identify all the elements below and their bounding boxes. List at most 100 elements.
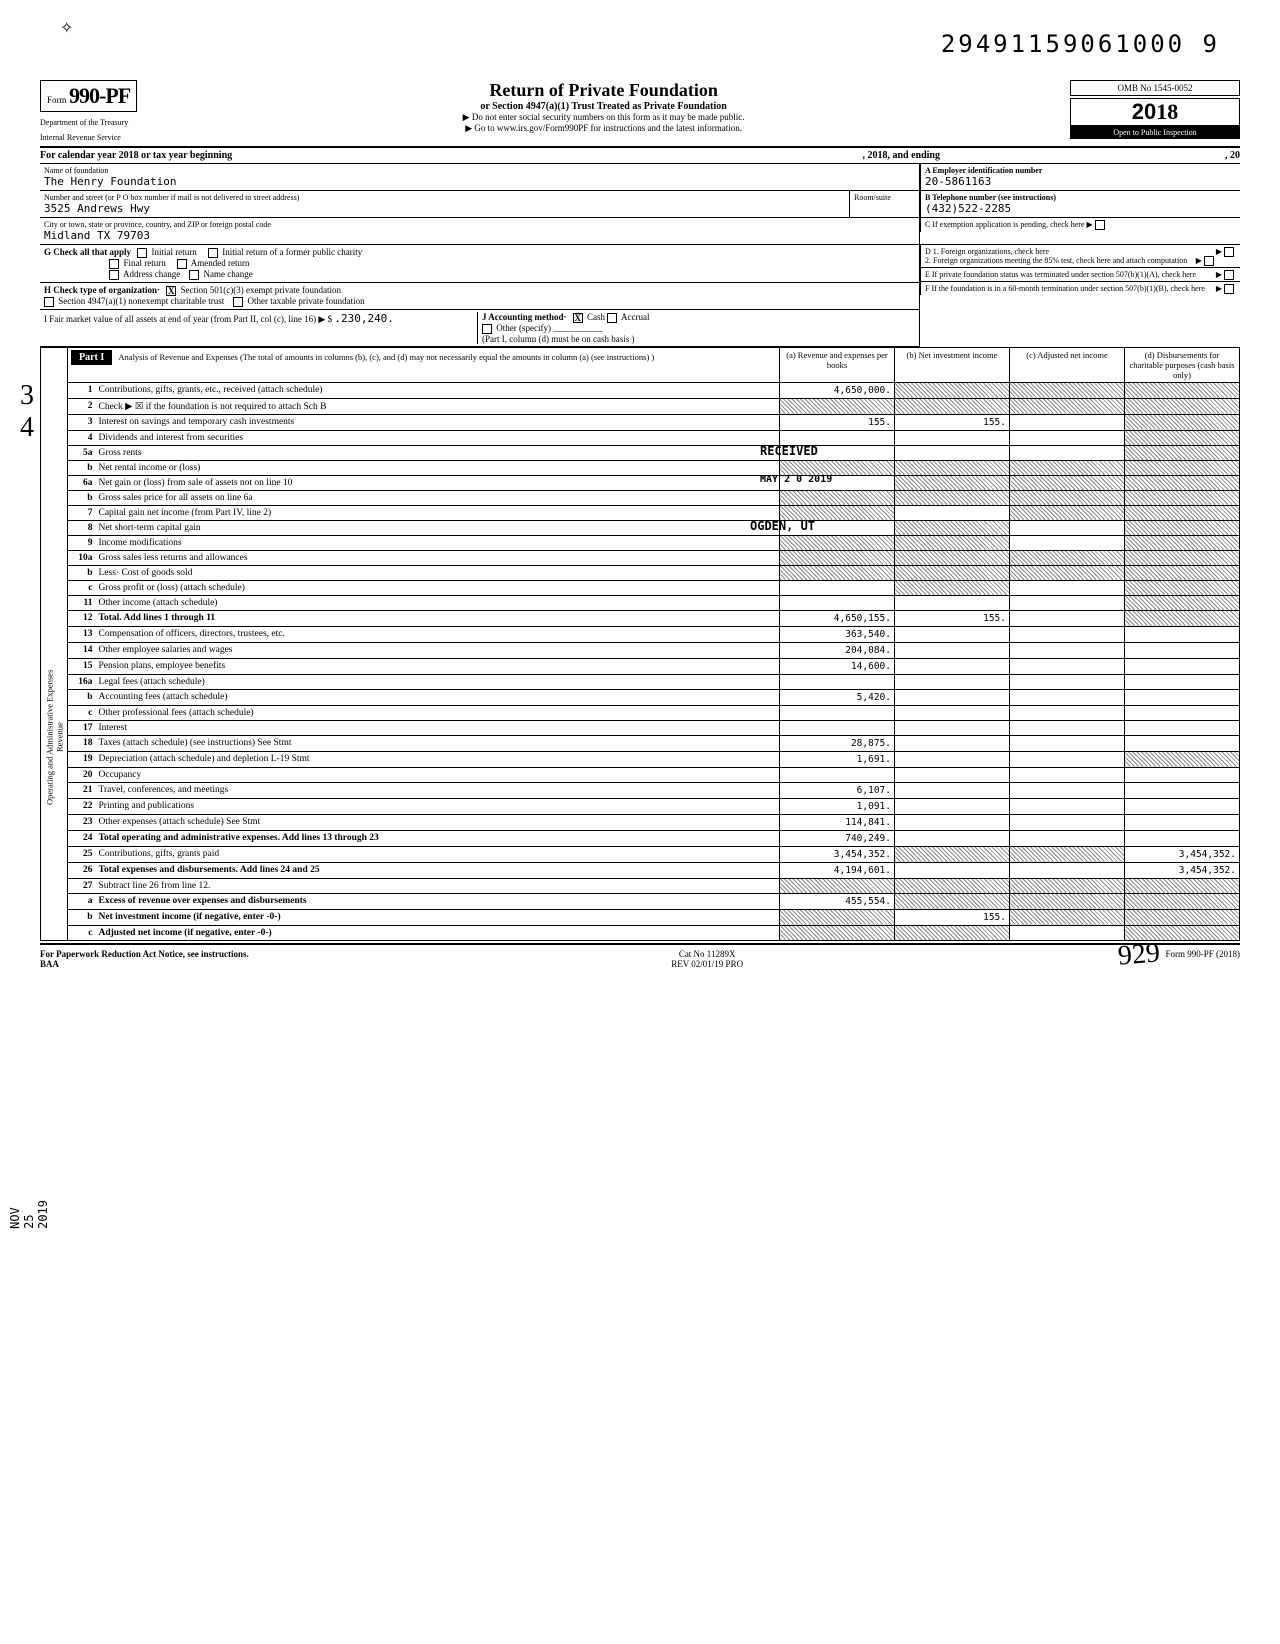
year-prefix: 20 <box>1132 99 1156 124</box>
j-other-checkbox[interactable] <box>482 324 492 334</box>
d2-checkbox[interactable] <box>1204 256 1214 266</box>
line-4: 4Dividends and interest from securities <box>41 430 1240 445</box>
line-27b: bNet investment income (if negative, ent… <box>41 909 1240 925</box>
revenue-label: Revenue <box>54 538 64 938</box>
g-opt-0: Initial return <box>152 247 197 257</box>
ein-value: 20-5861163 <box>925 175 1236 188</box>
margin-scribble: 34 <box>20 380 34 444</box>
form-number-box: Form 990-PF <box>40 80 137 112</box>
ein-label: A Employer identification number <box>925 166 1236 175</box>
foundation-name: The Henry Foundation <box>44 175 915 188</box>
col-d-header: (d) Disbursements for charitable purpose… <box>1125 347 1240 382</box>
line-10c: cGross profit or (loss) (attach schedule… <box>41 580 1240 595</box>
d2-label: 2. Foreign organizations meeting the 85%… <box>925 256 1187 265</box>
cat-number: Cat No 11289X <box>679 949 736 959</box>
line-6b: bGross sales price for all assets on lin… <box>41 490 1240 505</box>
page-footer: For Paperwork Reduction Act Notice, see … <box>40 943 1240 969</box>
j-opt-other: Other (specify) <box>496 323 551 333</box>
calendar-year-line: For calendar year 2018 or tax year begin… <box>40 148 1240 164</box>
g-initial-return-checkbox[interactable] <box>137 248 147 258</box>
document-number: 29491159061000 9 <box>941 30 1220 58</box>
dept-irs: Internal Revenue Service <box>40 133 137 142</box>
signature-mark: 929 <box>1117 937 1162 973</box>
g-opt-4: Address change <box>123 269 180 279</box>
g-final-return-checkbox[interactable] <box>109 259 119 269</box>
line-26: 26Total expenses and disbursements. Add … <box>41 862 1240 878</box>
j-accrual-checkbox[interactable] <box>607 313 617 323</box>
g-amended-checkbox[interactable] <box>177 259 187 269</box>
section-i-j: I Fair market value of all assets at end… <box>40 310 919 347</box>
j-note: (Part I, column (d) must be on cash basi… <box>482 334 634 344</box>
year-suffix: 18 <box>1156 99 1178 124</box>
j-opt-accrual: Accrual <box>621 312 649 322</box>
line-10b: bLess· Cost of goods sold <box>41 565 1240 580</box>
h-opt-1: Section 501(c)(3) exempt private foundat… <box>181 285 341 295</box>
paperwork-notice: For Paperwork Reduction Act Notice, see … <box>40 949 249 959</box>
f-label: F If the foundation is in a 60-month ter… <box>925 284 1205 293</box>
line-6a: 6aNet gain or (loss) from sale of assets… <box>41 475 1240 490</box>
i-label: I Fair market value of all assets at end… <box>44 314 332 324</box>
part1-table: Operating and Administrative Expenses Re… <box>40 347 1240 941</box>
line-10a: 10aGross sales less returns and allowanc… <box>41 550 1240 565</box>
foundation-address: 3525 Andrews Hwy <box>44 202 845 215</box>
g-opt-2: Final return <box>124 258 166 268</box>
exemption-pending-label: C If exemption application is pending, c… <box>925 220 1093 229</box>
g-opt-3: Amended return <box>191 258 250 268</box>
line-11: 11Other income (attach schedule) <box>41 595 1240 610</box>
part1-desc: Analysis of Revenue and Expenses (The to… <box>114 350 658 364</box>
line-8: 8Net short-term capital gainOGDEN, UT <box>41 520 1240 535</box>
line-5b: bNet rental income or (loss) <box>41 460 1240 475</box>
line-13: 13Compensation of officers, directors, t… <box>41 626 1240 642</box>
h-opt-2: Section 4947(a)(1) nonexempt charitable … <box>58 296 224 306</box>
form-header: Form 990-PF Department of the Treasury I… <box>40 80 1240 148</box>
g-former-charity-checkbox[interactable] <box>208 248 218 258</box>
line-24: 24Total operating and administrative exp… <box>41 830 1240 846</box>
h-other-checkbox[interactable] <box>233 297 243 307</box>
g-opt-1: Initial return of a former public charit… <box>222 247 362 257</box>
line-3: 3Interest on savings and temporary cash … <box>41 414 1240 430</box>
col-c-header: (c) Adjusted net income <box>1010 347 1125 382</box>
public-inspection: Open to Public Inspection <box>1070 126 1240 139</box>
line-27a: aExcess of revenue over expenses and dis… <box>41 893 1240 909</box>
h-501c3-checkbox[interactable] <box>166 286 176 296</box>
omb-number: OMB No 1545-0052 <box>1070 80 1240 96</box>
line-20: 20Occupancy <box>41 767 1240 782</box>
line-25: 25Contributions, gifts, grants paid3,454… <box>41 846 1240 862</box>
j-label: J Accounting method· <box>482 312 567 322</box>
col-a-header: (a) Revenue and expenses per books <box>780 347 895 382</box>
line-22: 22Printing and publications1,091. <box>41 798 1240 814</box>
col-b-header: (b) Net investment income <box>895 347 1010 382</box>
h-label: H Check type of organization· <box>44 285 160 295</box>
addr-label: Number and street (or P O box number if … <box>44 193 845 202</box>
j-cash-checkbox[interactable] <box>573 313 583 323</box>
exemption-pending-checkbox[interactable] <box>1095 220 1105 230</box>
line-16c: cOther professional fees (attach schedul… <box>41 705 1240 720</box>
h-opt-3: Other taxable private foundation <box>247 296 364 306</box>
h-4947-checkbox[interactable] <box>44 297 54 307</box>
line-12: 12Total. Add lines 1 through 114,650,155… <box>41 610 1240 626</box>
i-value: .230,240. <box>334 312 394 325</box>
phone-label: B Telephone number (see instructions) <box>925 193 1236 202</box>
line-14: 14Other employee salaries and wages204,0… <box>41 642 1240 658</box>
line-16a: 16aLegal fees (attach schedule) <box>41 674 1240 689</box>
e-checkbox[interactable] <box>1224 270 1234 280</box>
line-16b: bAccounting fees (attach schedule)5,420. <box>41 689 1240 705</box>
d1-checkbox[interactable] <box>1224 247 1234 257</box>
g-name-change-checkbox[interactable] <box>189 270 199 280</box>
line-1: 1Contributions, gifts, grants, etc., rec… <box>41 382 1240 398</box>
expenses-label: Operating and Administrative Expenses <box>44 538 54 938</box>
g-label: G Check all that apply <box>44 247 131 257</box>
d1-label: D 1. Foreign organizations, check here <box>925 247 1049 256</box>
form-subtitle: or Section 4947(a)(1) Trust Treated as P… <box>145 101 1062 112</box>
f-checkbox[interactable] <box>1224 284 1234 294</box>
tax-year: 2018 <box>1070 98 1240 126</box>
g-address-change-checkbox[interactable] <box>109 270 119 280</box>
line-18: 18Taxes (attach schedule) (see instructi… <box>41 735 1240 751</box>
revenue-sidelabel: Operating and Administrative Expenses Re… <box>41 347 68 940</box>
city-label: City or town, state or province, country… <box>44 220 915 229</box>
baa-label: BAA <box>40 959 59 969</box>
form-title: Return of Private Foundation <box>145 80 1062 101</box>
part1-header: Part I <box>71 350 112 365</box>
line-9: 9Income modifications <box>41 535 1240 550</box>
g-opt-5: Name change <box>204 269 253 279</box>
